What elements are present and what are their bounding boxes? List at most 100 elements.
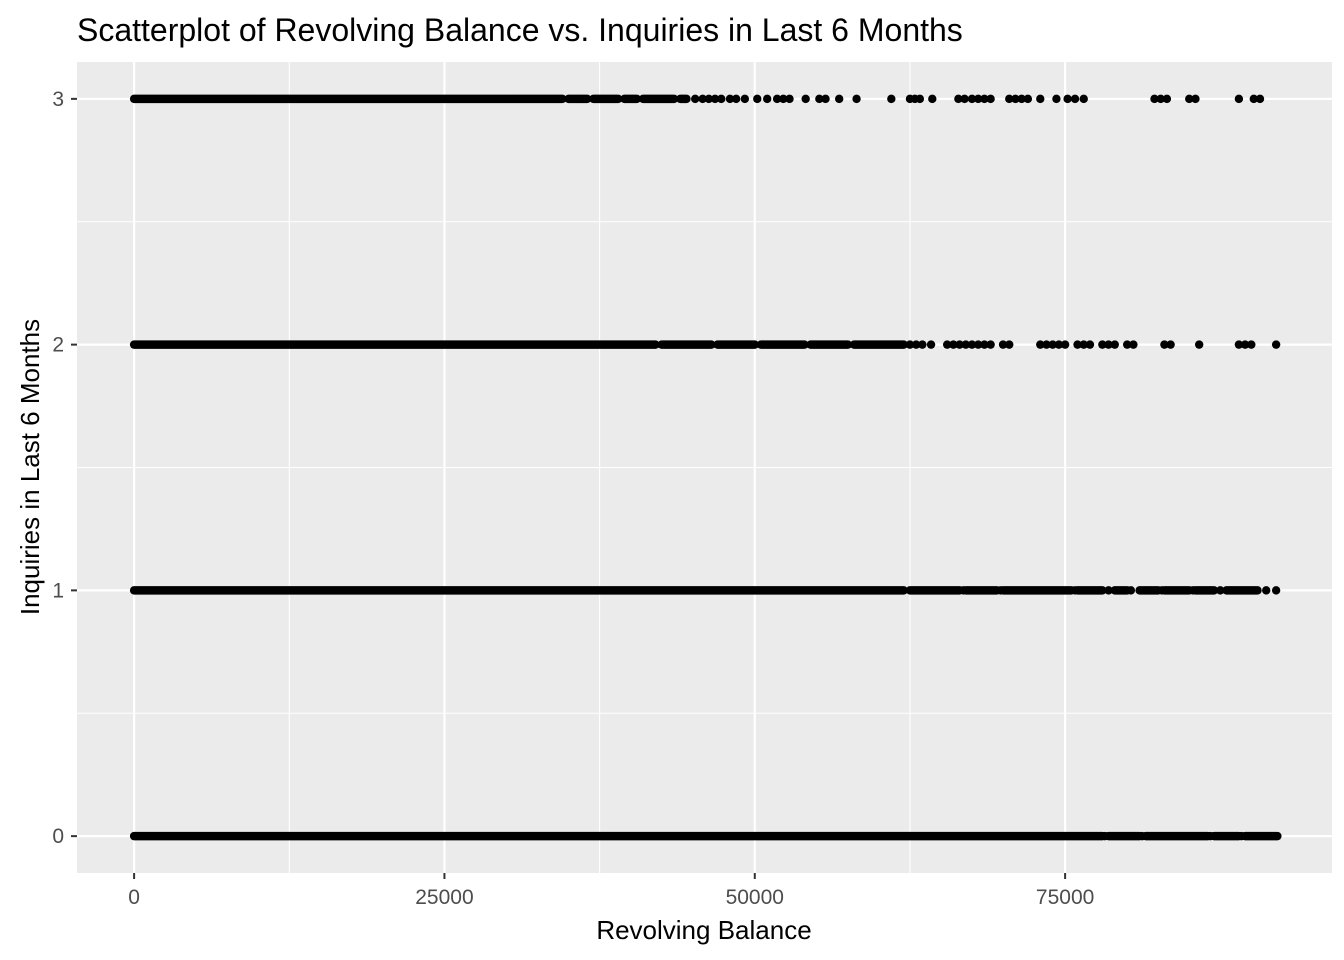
data-point <box>974 94 983 104</box>
data-point <box>998 340 1008 349</box>
data-point <box>753 94 762 104</box>
data-point <box>690 94 700 104</box>
data-point <box>717 94 726 104</box>
data-point <box>815 94 824 104</box>
data-point <box>1234 340 1244 349</box>
data-point <box>1005 340 1014 349</box>
data-point <box>1216 586 1225 595</box>
data-point <box>1185 94 1194 104</box>
data-point <box>1042 340 1051 349</box>
y-tick-label: 3 <box>52 88 64 111</box>
data-point <box>740 94 750 104</box>
data-point <box>967 340 977 349</box>
data-point <box>772 94 782 104</box>
x-tick-label: 75000 <box>1036 886 1094 909</box>
data-point <box>1137 831 1147 841</box>
data-point <box>821 94 830 104</box>
data-point <box>1052 94 1061 104</box>
x-tick-label: 0 <box>128 886 140 909</box>
data-point <box>980 340 989 349</box>
data-point <box>986 340 995 349</box>
data-point <box>960 94 969 104</box>
data-point <box>1166 340 1175 349</box>
data-point <box>959 586 968 595</box>
data-point <box>1247 340 1256 349</box>
data-point <box>1262 586 1271 595</box>
data-point <box>961 340 971 349</box>
data-points <box>129 94 1282 841</box>
y-axis: 0 1 2 3 <box>52 88 77 848</box>
y-axis-title: Inquiries in Last 6 Months <box>15 319 45 615</box>
data-point <box>955 340 964 349</box>
data-point <box>779 94 788 104</box>
data-point <box>1249 94 1258 104</box>
data-point <box>762 94 772 104</box>
data-point <box>915 94 925 104</box>
data-point <box>731 94 741 104</box>
data-point <box>974 340 983 349</box>
data-point <box>704 94 714 104</box>
data-point <box>725 94 735 104</box>
data-point <box>1157 586 1167 595</box>
data-point <box>942 340 952 349</box>
data-point <box>1054 340 1064 349</box>
data-point <box>710 94 720 104</box>
data-point <box>918 340 927 349</box>
x-tick-label: 25000 <box>415 886 473 909</box>
data-point <box>1240 340 1250 349</box>
data-point <box>785 94 794 104</box>
data-point <box>1100 831 1110 841</box>
data-point <box>1156 94 1165 104</box>
data-point <box>1070 586 1080 595</box>
data-point <box>852 94 861 104</box>
data-point <box>698 94 707 104</box>
data-point <box>926 340 936 349</box>
data-point <box>980 94 989 104</box>
data-point <box>1150 94 1159 104</box>
data-point <box>1188 586 1198 595</box>
data-point <box>949 340 958 349</box>
data-point <box>1237 831 1246 841</box>
data-point <box>1160 340 1169 349</box>
data-point <box>834 94 844 104</box>
y-tick-label: 1 <box>52 579 64 602</box>
data-point <box>1271 586 1281 595</box>
data-point <box>1191 94 1200 104</box>
minor-gridlines <box>77 62 1332 873</box>
x-axis: 0 25000 50000 75000 <box>128 873 1094 909</box>
x-tick-label: 50000 <box>726 886 784 909</box>
data-point <box>1110 340 1119 349</box>
data-point <box>911 340 921 349</box>
y-tick-label: 2 <box>52 334 64 357</box>
data-point <box>801 94 810 104</box>
data-point <box>1122 340 1132 349</box>
data-point <box>1011 94 1020 104</box>
data-point <box>1234 94 1244 104</box>
data-point <box>887 94 896 104</box>
data-point <box>1194 340 1204 349</box>
data-point <box>1048 340 1057 349</box>
data-point <box>1129 340 1138 349</box>
data-point <box>1085 340 1095 349</box>
data-point <box>928 94 937 104</box>
data-point <box>1060 340 1070 349</box>
data-point <box>1063 94 1072 104</box>
data-point <box>1162 94 1172 104</box>
data-point <box>1073 340 1082 349</box>
data-point <box>1126 586 1136 595</box>
data-point <box>1255 94 1265 104</box>
y-tick-label: 0 <box>52 825 64 848</box>
data-point <box>1271 340 1281 349</box>
data-point <box>1079 340 1088 349</box>
data-point <box>1273 831 1282 841</box>
data-point <box>1017 94 1026 104</box>
data-point <box>1070 94 1080 104</box>
data-point <box>1098 340 1107 349</box>
data-point <box>996 586 1005 595</box>
data-point <box>1036 94 1045 104</box>
data-point <box>1104 340 1113 349</box>
data-point <box>905 340 915 349</box>
data-point <box>967 94 977 104</box>
data-point <box>986 94 995 104</box>
